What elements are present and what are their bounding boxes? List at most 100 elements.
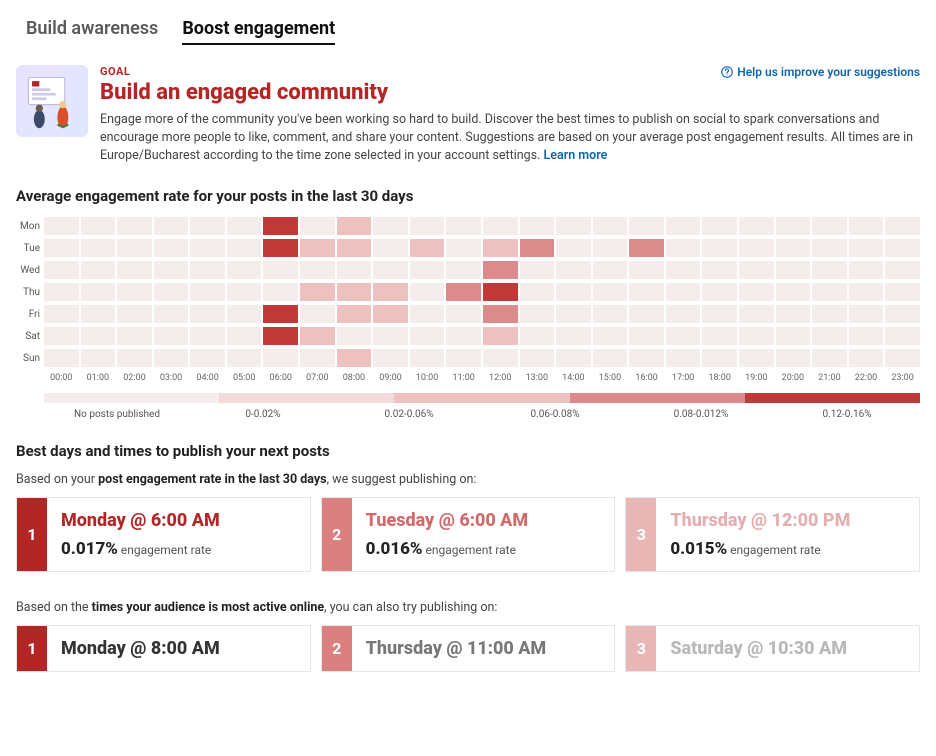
heatmap-cell[interactable] [885, 239, 920, 257]
heatmap-cell[interactable] [520, 239, 555, 257]
heatmap-cell[interactable] [190, 239, 225, 257]
heatmap-cell[interactable] [666, 261, 701, 279]
heatmap-cell[interactable] [373, 239, 408, 257]
heatmap-cell[interactable] [300, 283, 335, 301]
heatmap-cell[interactable] [483, 349, 518, 367]
heatmap-cell[interactable] [556, 349, 591, 367]
heatmap-cell[interactable] [373, 349, 408, 367]
tab-awareness[interactable]: Build awareness [26, 18, 158, 45]
heatmap-cell[interactable] [702, 239, 737, 257]
heatmap-cell[interactable] [849, 327, 884, 345]
heatmap-cell[interactable] [81, 349, 116, 367]
heatmap-cell[interactable] [446, 239, 481, 257]
heatmap-cell[interactable] [739, 283, 774, 301]
heatmap-cell[interactable] [227, 217, 262, 235]
heatmap-cell[interactable] [812, 305, 847, 323]
heatmap-cell[interactable] [410, 327, 445, 345]
heatmap-cell[interactable] [666, 283, 701, 301]
heatmap-cell[interactable] [483, 261, 518, 279]
heatmap-cell[interactable] [776, 327, 811, 345]
heatmap-cell[interactable] [520, 305, 555, 323]
heatmap-cell[interactable] [190, 305, 225, 323]
heatmap-cell[interactable] [483, 217, 518, 235]
heatmap-cell[interactable] [629, 283, 664, 301]
heatmap-cell[interactable] [739, 305, 774, 323]
heatmap-cell[interactable] [739, 261, 774, 279]
heatmap-cell[interactable] [190, 217, 225, 235]
heatmap-cell[interactable] [337, 327, 372, 345]
heatmap-cell[interactable] [739, 327, 774, 345]
heatmap-cell[interactable] [44, 261, 79, 279]
heatmap-cell[interactable] [666, 327, 701, 345]
heatmap-cell[interactable] [373, 283, 408, 301]
heatmap-cell[interactable] [666, 349, 701, 367]
heatmap-cell[interactable] [446, 305, 481, 323]
heatmap-cell[interactable] [593, 349, 628, 367]
heatmap-cell[interactable] [263, 239, 298, 257]
help-improve-link[interactable]: Help us improve your suggestions [721, 65, 920, 79]
heatmap-cell[interactable] [593, 327, 628, 345]
heatmap-cell[interactable] [483, 305, 518, 323]
heatmap-cell[interactable] [556, 305, 591, 323]
heatmap-cell[interactable] [81, 283, 116, 301]
heatmap-cell[interactable] [739, 349, 774, 367]
heatmap-cell[interactable] [483, 283, 518, 301]
heatmap-cell[interactable] [446, 261, 481, 279]
heatmap-cell[interactable] [849, 261, 884, 279]
heatmap-cell[interactable] [556, 283, 591, 301]
heatmap-cell[interactable] [885, 305, 920, 323]
heatmap-cell[interactable] [520, 327, 555, 345]
heatmap-cell[interactable] [337, 305, 372, 323]
heatmap-cell[interactable] [154, 239, 189, 257]
heatmap-cell[interactable] [300, 217, 335, 235]
heatmap-cell[interactable] [520, 261, 555, 279]
heatmap-cell[interactable] [739, 217, 774, 235]
suggestion-card[interactable]: 2Thursday @ 11:00 AM [321, 625, 616, 672]
heatmap-cell[interactable] [702, 327, 737, 345]
heatmap-cell[interactable] [190, 327, 225, 345]
heatmap-cell[interactable] [263, 349, 298, 367]
heatmap-cell[interactable] [117, 327, 152, 345]
heatmap-cell[interactable] [227, 305, 262, 323]
heatmap-cell[interactable] [227, 327, 262, 345]
heatmap-cell[interactable] [117, 239, 152, 257]
heatmap-cell[interactable] [154, 283, 189, 301]
heatmap-cell[interactable] [410, 217, 445, 235]
heatmap-cell[interactable] [154, 261, 189, 279]
heatmap-cell[interactable] [117, 305, 152, 323]
learn-more-link[interactable]: Learn more [544, 148, 608, 163]
heatmap-cell[interactable] [154, 305, 189, 323]
heatmap-cell[interactable] [337, 217, 372, 235]
suggestion-card[interactable]: 3Thursday @ 12:00 PM0.015% engagement ra… [625, 497, 920, 572]
heatmap-cell[interactable] [373, 305, 408, 323]
heatmap-cell[interactable] [629, 349, 664, 367]
heatmap-cell[interactable] [885, 327, 920, 345]
heatmap-cell[interactable] [300, 305, 335, 323]
heatmap-cell[interactable] [702, 261, 737, 279]
heatmap-cell[interactable] [520, 283, 555, 301]
heatmap-cell[interactable] [227, 261, 262, 279]
heatmap-cell[interactable] [446, 327, 481, 345]
heatmap-cell[interactable] [739, 239, 774, 257]
heatmap-cell[interactable] [812, 349, 847, 367]
heatmap-cell[interactable] [849, 239, 884, 257]
heatmap-cell[interactable] [849, 349, 884, 367]
heatmap-cell[interactable] [885, 283, 920, 301]
heatmap-cell[interactable] [81, 305, 116, 323]
heatmap-cell[interactable] [885, 349, 920, 367]
heatmap-cell[interactable] [410, 349, 445, 367]
heatmap-cell[interactable] [81, 261, 116, 279]
heatmap-cell[interactable] [702, 349, 737, 367]
heatmap-cell[interactable] [373, 327, 408, 345]
heatmap-cell[interactable] [154, 327, 189, 345]
heatmap-cell[interactable] [666, 239, 701, 257]
heatmap-cell[interactable] [556, 327, 591, 345]
heatmap-cell[interactable] [702, 217, 737, 235]
heatmap-cell[interactable] [593, 305, 628, 323]
heatmap-cell[interactable] [666, 217, 701, 235]
heatmap-cell[interactable] [776, 217, 811, 235]
suggestion-card[interactable]: 1Monday @ 6:00 AM0.017% engagement rate [16, 497, 311, 572]
heatmap-cell[interactable] [410, 305, 445, 323]
heatmap-cell[interactable] [629, 217, 664, 235]
heatmap-cell[interactable] [776, 349, 811, 367]
